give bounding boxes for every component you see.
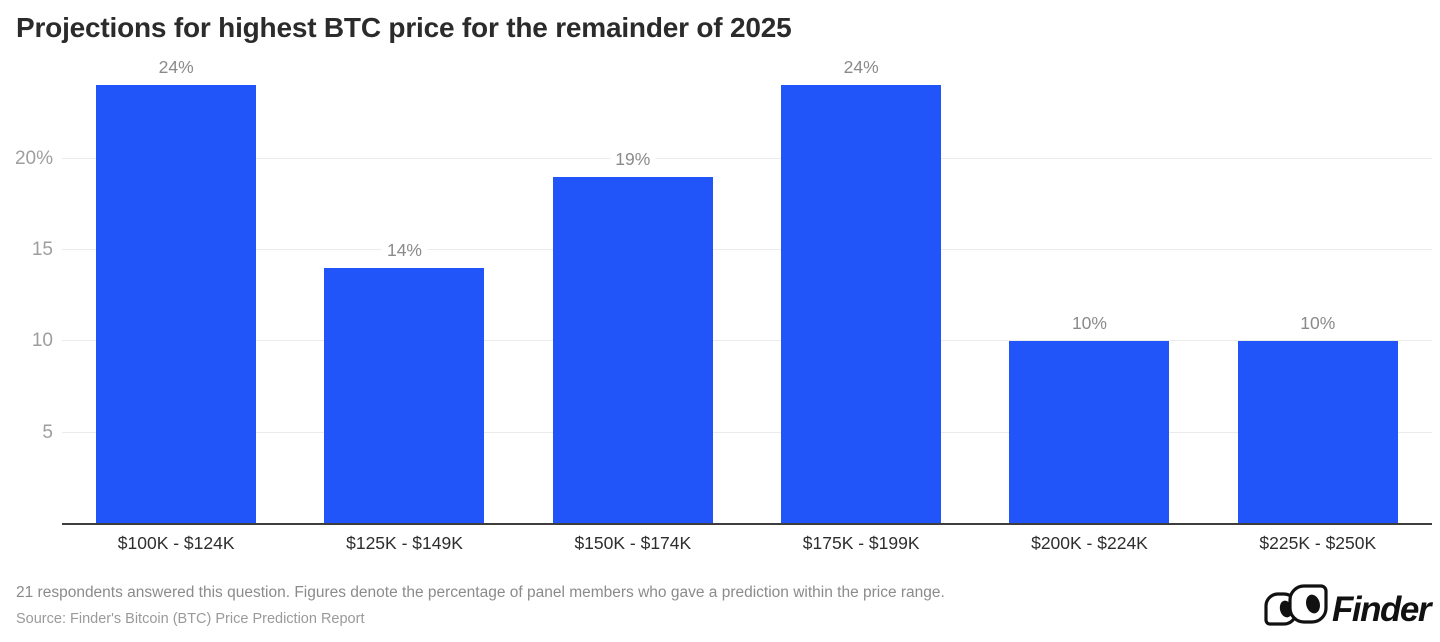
gridline	[62, 157, 1432, 159]
x-tick-label: $125K - $149K	[346, 533, 463, 553]
bar-slot: 14%	[290, 58, 518, 524]
bar-slot: 24%	[747, 57, 975, 524]
bar	[1009, 341, 1170, 524]
y-tick-label: 5	[42, 421, 53, 443]
bar-series: 24% 14% 19% 24% 10% 10%	[62, 57, 1432, 524]
gridline	[62, 248, 1432, 250]
bar-value-label: 19%	[610, 148, 656, 170]
chart-title: Projections for highest BTC price for th…	[16, 12, 792, 43]
source-note: Source: Finder's Bitcoin (BTC) Price Pre…	[16, 611, 365, 627]
y-tick-label: 10	[31, 330, 53, 352]
bar	[1237, 341, 1398, 524]
bar-value-label: 24%	[153, 57, 199, 79]
bar-value-label: 10%	[1295, 313, 1341, 335]
bar	[324, 268, 485, 524]
gridline	[62, 340, 1432, 342]
x-tick-label: $200K - $224K	[1031, 533, 1148, 553]
bar	[96, 85, 257, 524]
x-axis-labels: $100K - $124K $125K - $149K $150K - $174K $…	[62, 532, 1432, 554]
finder-logo: Finder	[1264, 584, 1431, 635]
bar-value-label: 10%	[1066, 313, 1112, 335]
bar-slot: 10%	[1204, 58, 1432, 524]
bar	[781, 85, 942, 524]
finder-eyes-icon	[1264, 584, 1328, 635]
bar-slot: 19%	[519, 58, 747, 524]
bar-slot: 24%	[62, 57, 290, 524]
gridline	[62, 431, 1432, 433]
x-tick-label: $100K - $124K	[117, 533, 235, 553]
plot-area: 5 10 15 20% 24% 14% 19% 24% 10% 10%	[15, 57, 1432, 524]
x-tick-label: $225K - $250K	[1259, 533, 1377, 553]
bar-value-label: 24%	[838, 57, 884, 79]
y-tick-label: 15	[31, 238, 53, 260]
bar	[552, 176, 713, 524]
footnote: 21 respondents answered this question. F…	[16, 584, 945, 601]
x-axis-line	[62, 523, 1432, 525]
bar-slot: 10%	[975, 58, 1203, 524]
bar-value-label: 14%	[381, 240, 427, 262]
y-tick-label: 20%	[14, 147, 53, 169]
x-tick-label: $150K - $174K	[574, 533, 692, 553]
x-tick-label: $175K - $199K	[802, 533, 920, 553]
finder-logo-text: Finder	[1332, 589, 1431, 629]
